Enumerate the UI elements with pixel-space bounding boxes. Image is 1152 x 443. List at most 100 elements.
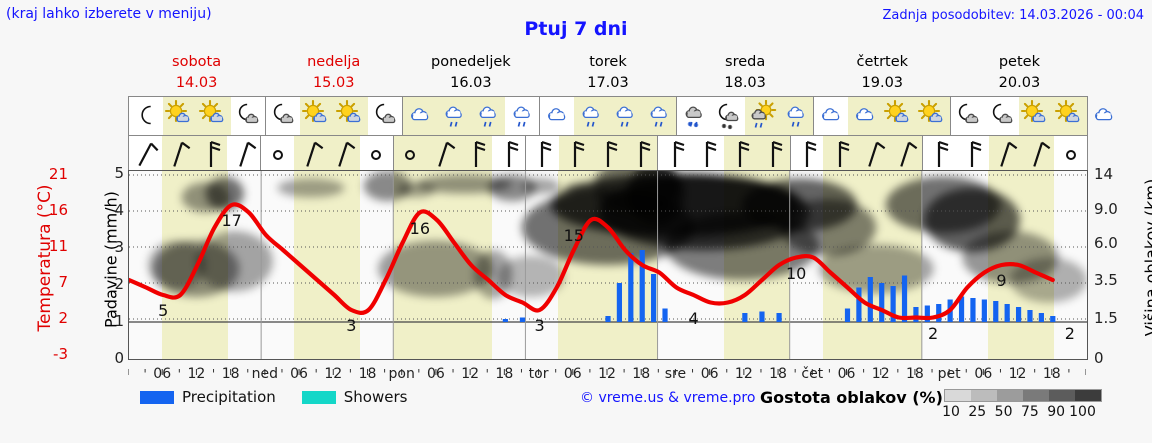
wind-barb-barb-1 [988, 136, 1022, 170]
precipitation-legend-label: Precipitation [182, 388, 276, 406]
precipitation-tick: 5 [114, 164, 124, 182]
precipitation-tick: 3 [114, 238, 124, 256]
wind-barb-barb-2 [789, 136, 824, 170]
x-axis-label: 06 [837, 366, 856, 382]
showers-swatch [301, 390, 336, 404]
x-axis-label: 18 [769, 366, 787, 382]
day-name: sobota [172, 54, 222, 70]
day-header-3: torek 17.03 [539, 52, 676, 96]
wind-barb-barb-2 [194, 136, 228, 170]
weather-icon-moon [129, 97, 163, 135]
wind-barb-calm-circle [392, 136, 427, 170]
wind-barb-barb-1 [1021, 136, 1055, 170]
x-axis-label: 06 [974, 366, 993, 382]
day-header-6: petek 20.03 [951, 52, 1088, 96]
forecast-plot: 51731631541029214313 [128, 170, 1088, 360]
cloud-height-tick: 1.5 [1094, 309, 1118, 327]
x-axis-label: 12 [734, 366, 753, 382]
cloud-height-tick: 0 [1094, 349, 1104, 367]
temperature-axis-title: Temperatura (°C) [2, 170, 55, 360]
x-axis-label: 06 [153, 366, 172, 382]
cloud-density-step [997, 390, 1023, 401]
wind-barb-barb-2 [723, 136, 757, 170]
x-axis-labels: 06 12 18 ned 06 12 18 pon 06 12 18 tor 06 12 18 sre 06 12… [128, 366, 1088, 386]
cloud-density-tick: 25 [968, 404, 987, 420]
day-header-2: ponedeljek 16.03 [402, 52, 539, 96]
x-axis-label: 12 [1008, 366, 1027, 382]
temperature-value-labels: 51731631541029214313 [129, 171, 1087, 359]
temperature-curve [129, 171, 1087, 359]
precipitation-tick: 0 [114, 349, 124, 367]
temperature-tick: -3 [53, 345, 68, 363]
day-header-0: sobota 14.03 [128, 52, 265, 96]
x-axis-label: 18 [1042, 366, 1061, 382]
wind-barb-barb-1 [889, 136, 922, 170]
weather-icon-cloud-rain [437, 97, 471, 135]
x-axis-label: 18 [221, 366, 240, 382]
temperature-tick: 11 [48, 237, 68, 255]
showers-legend-label: Showers [343, 388, 408, 406]
day-header-5: četrtek 19.03 [814, 52, 951, 96]
cloud-density-tick: 10 [942, 404, 960, 420]
weather-icon-cloud-rain [608, 97, 642, 135]
weather-icon-cloud [539, 97, 574, 135]
temperature-point-label: 9 [996, 271, 1007, 290]
temperature-tick: 21 [48, 165, 68, 183]
cloud-density-step [971, 390, 997, 401]
cloud-height-tick: 14 [1094, 165, 1114, 183]
day-name: četrtek [856, 54, 909, 70]
cloud-density-step [945, 390, 971, 401]
day-date: 17.03 [587, 75, 629, 91]
weather-icon-cloud-sleet [676, 97, 711, 135]
wind-barb-barb-2 [624, 136, 658, 170]
x-axis-label: 18 [632, 366, 651, 382]
x-axis-label: pet [937, 366, 961, 382]
weather-icon-cloud-rain [505, 97, 539, 135]
cloud-density-step [1023, 390, 1049, 401]
weather-icon-cloud [402, 97, 437, 135]
copyright-link[interactable]: © vreme.us & vreme.pro [580, 390, 756, 406]
x-axis-label: 12 [598, 366, 616, 382]
temperature-point-label: 5 [158, 301, 169, 320]
wind-barb-barb-1 [227, 136, 260, 170]
cloud-height-axis-title-text: Višina oblakov (km) [1141, 178, 1152, 337]
last-updated: Zadnja posodobitev: 14.03.2026 - 00:04 [882, 8, 1144, 23]
wind-barb-barb-1 [856, 136, 890, 170]
day-name: nedelja [307, 54, 361, 70]
day-name: ponedeljek [431, 54, 511, 70]
precipitation-axis-title: Padavine (mm/h) [74, 170, 121, 360]
wind-barb-barb-2 [459, 136, 493, 170]
day-header-1: nedelja 15.03 [265, 52, 402, 96]
wind-barb-barb-2 [691, 136, 724, 170]
weather-icon-cloud-rain [574, 97, 608, 135]
cloud-height-axis-ticks: 14 9.0 6.0 3.5 1.5 0 [1094, 165, 1134, 367]
cloud-density-step [1049, 390, 1075, 401]
weather-icon-moon-cloud [231, 97, 265, 135]
day-date: 14.03 [175, 75, 218, 91]
day-header-4: sreda 18.03 [677, 52, 814, 96]
cloud-density-tick: 90 [1047, 404, 1066, 420]
wind-barb-barb-1 [161, 136, 195, 170]
weather-icon-sun-cloud [163, 97, 197, 135]
weather-icon-moon-cloud [368, 97, 402, 135]
precipitation-tick: 1 [114, 312, 124, 330]
wind-barb-barb-2 [492, 136, 525, 170]
cloud-density-colorbar-labels: 10 25 50 75 90 100 [938, 404, 1110, 422]
x-axis-label: 18 [495, 366, 514, 382]
x-axis-ticks [127, 360, 1088, 375]
precipitation-swatch [140, 390, 174, 404]
weather-icon-moon-cloud [985, 97, 1019, 135]
x-axis-label: ned [251, 366, 279, 382]
weather-icon-sun-cloud [1019, 97, 1053, 135]
day-name: sreda [725, 54, 766, 70]
weather-icon-cloud [813, 97, 848, 135]
x-axis-label: 12 [187, 366, 206, 382]
weather-icon-sun-cloud [882, 97, 916, 135]
temperature-point-label: 3 [534, 316, 545, 335]
weather-icon-cloud [848, 97, 882, 135]
x-axis-label: 18 [906, 366, 924, 382]
wind-barb-strip [128, 136, 1088, 170]
weather-icon-sun-cloud [916, 97, 950, 135]
cloud-density-tick: 50 [994, 404, 1013, 420]
wind-barb-barb-2 [956, 136, 989, 170]
